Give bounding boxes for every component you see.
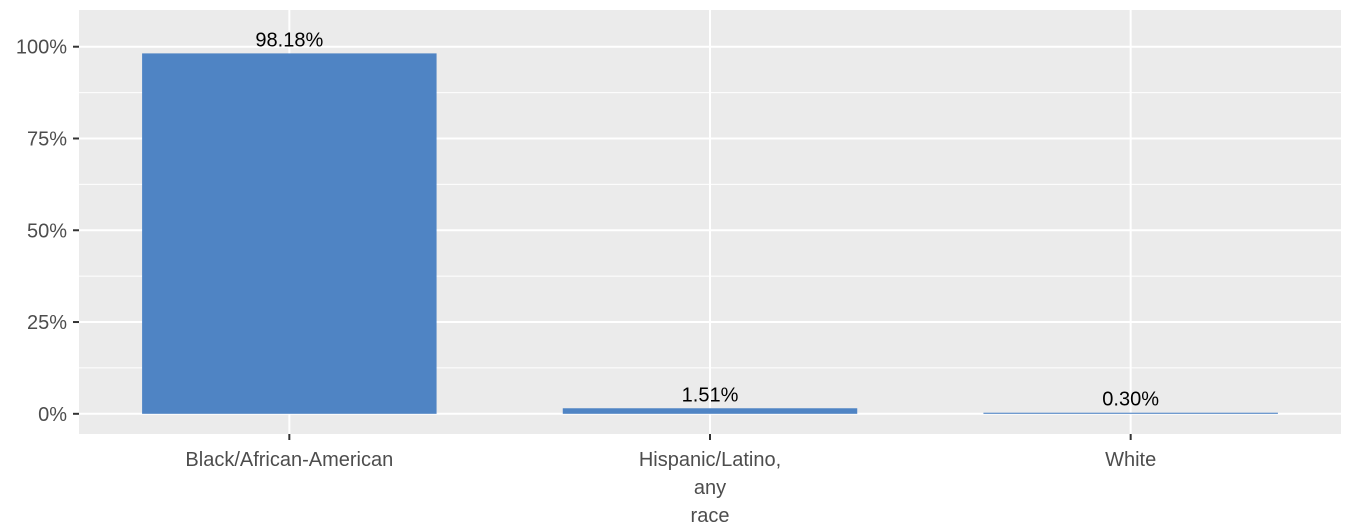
- y-tick-label: 0%: [38, 404, 67, 426]
- x-tick-label-line: any: [694, 477, 726, 499]
- data-labels: 98.18% 1.51% 0.30%: [255, 29, 1159, 410]
- bars: [142, 53, 1278, 414]
- bar: [142, 53, 437, 414]
- x-axis: Black/African-American Hispanic/Latino, an…: [185, 434, 1156, 527]
- y-axis: 0% 25% 50% 75% 100%: [16, 37, 79, 426]
- y-tick-label: 100%: [16, 37, 67, 59]
- data-label: 0.30%: [1102, 389, 1159, 411]
- y-tick-label: 75%: [27, 128, 67, 150]
- x-tick-label-line: Black/African-American: [185, 449, 393, 471]
- x-tick-label-line: White: [1105, 449, 1156, 471]
- x-tick-label: Black/African-American: [185, 449, 393, 471]
- bar: [562, 408, 858, 414]
- x-tick-label: White: [1105, 449, 1156, 471]
- x-tick-label-line: race: [691, 505, 730, 527]
- x-tick-label-line: Hispanic/Latino,: [639, 449, 781, 471]
- bar: [983, 412, 1278, 414]
- data-label: 1.51%: [682, 384, 739, 406]
- y-tick-label: 25%: [27, 312, 67, 334]
- data-label: 98.18%: [255, 29, 323, 51]
- x-tick-label: Hispanic/Latino, any race: [639, 449, 781, 527]
- y-tick-label: 50%: [27, 220, 67, 242]
